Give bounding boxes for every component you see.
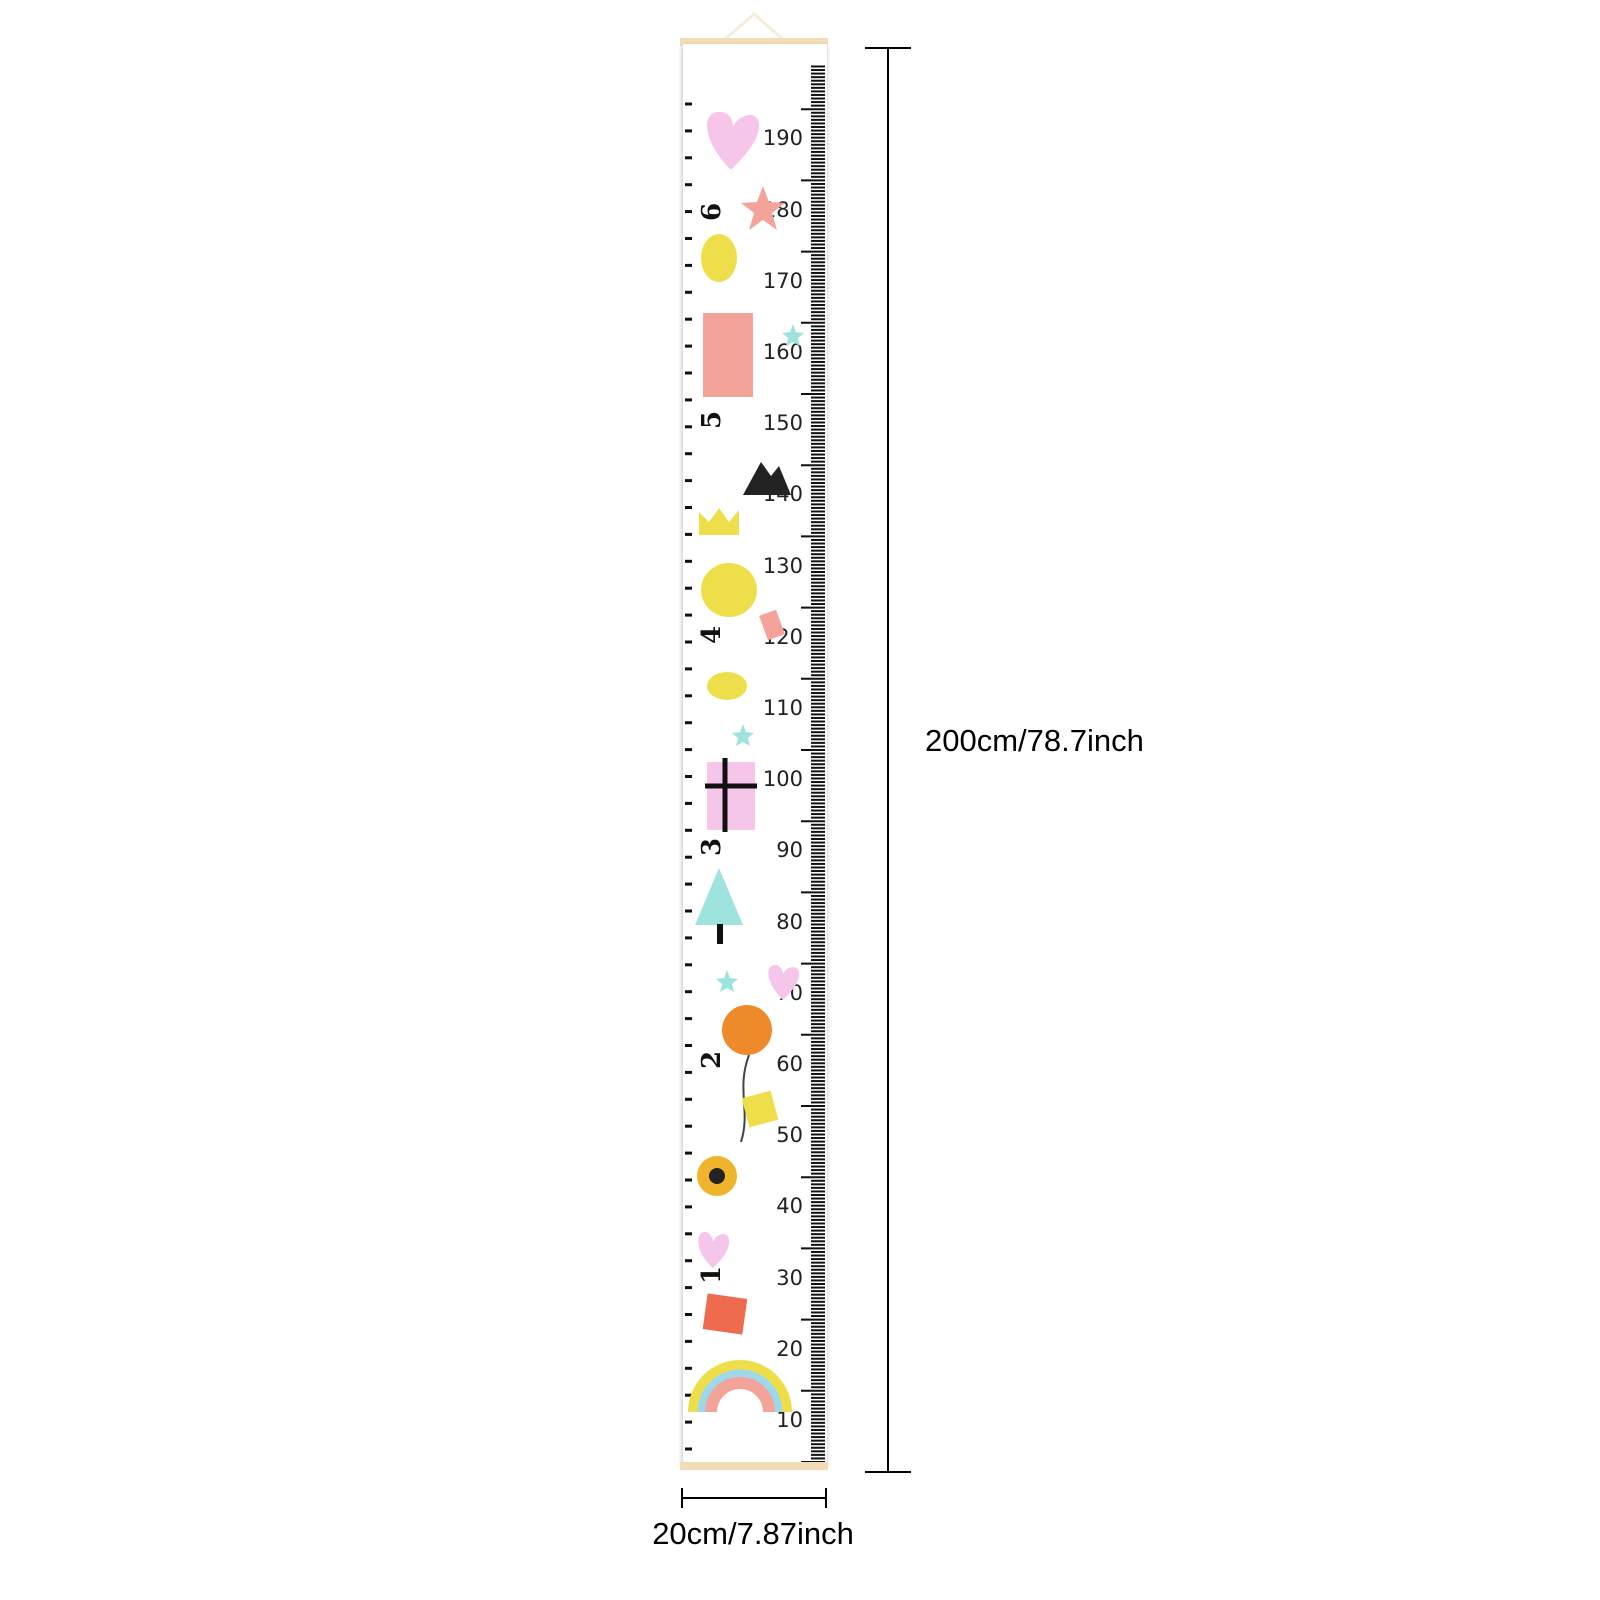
gift-illustration: [707, 762, 755, 830]
heart-illustration: [698, 1232, 730, 1268]
cm-label: 20: [776, 1336, 803, 1361]
cm-label: 170: [762, 268, 803, 293]
cm-label: 110: [762, 696, 803, 720]
heart-illustration: [768, 965, 800, 1000]
top-wooden-bar: [680, 38, 828, 46]
illustrations: [688, 111, 804, 1413]
cm-label: 90: [776, 838, 803, 863]
tree-illustration: [695, 868, 743, 925]
gift-card-illustration: [703, 313, 753, 397]
cm-label: 50: [776, 1123, 803, 1148]
leaf-illustration: [707, 672, 747, 700]
gift-illustration: [702, 1293, 748, 1335]
gift-illustration: [759, 609, 785, 641]
pineapple-illustration: [701, 234, 737, 282]
height-label: 200cm/78.7inch: [925, 723, 1144, 758]
cm-label: 150: [762, 411, 803, 436]
cm-label: 80: [776, 909, 803, 934]
ruler-ticks: [685, 65, 825, 1463]
star-illustration: [732, 724, 754, 746]
bottom-wooden-bar: [680, 1462, 828, 1470]
cm-label: 130: [762, 553, 803, 578]
width-dimension-cap-right: [825, 1488, 827, 1508]
rainbow-illustration: [688, 1360, 792, 1413]
cm-label: 60: [776, 1052, 803, 1076]
growth-chart-canvas: 1901801701601501401301201101009080706050…: [682, 44, 827, 1466]
height-dimension-cap-bottom: [865, 1471, 911, 1473]
crown-illustration: [699, 508, 739, 535]
star-illustration: [741, 186, 785, 230]
star-illustration: [782, 324, 804, 346]
hanging-string: [718, 12, 790, 44]
gift-illustration: [741, 1090, 779, 1128]
cm-label: 190: [762, 126, 803, 151]
cm-label: 160: [762, 340, 803, 364]
width-dimension-line: [682, 1497, 826, 1499]
heart-illustration: [707, 111, 760, 170]
cm-label: 40: [776, 1194, 803, 1219]
width-label: 20cm/7.87inch: [652, 1516, 854, 1551]
height-dimension-line: [887, 48, 889, 1473]
balloon-illustration: [722, 1005, 772, 1055]
width-dimension-cap-left: [681, 1488, 683, 1508]
cm-label: 100: [762, 767, 803, 792]
height-dimension-cap-top: [865, 47, 911, 49]
cm-label: 30: [776, 1265, 803, 1290]
pear-illustration: [701, 563, 757, 617]
star-illustration: [716, 970, 738, 992]
mountain-illustration: [743, 462, 791, 495]
